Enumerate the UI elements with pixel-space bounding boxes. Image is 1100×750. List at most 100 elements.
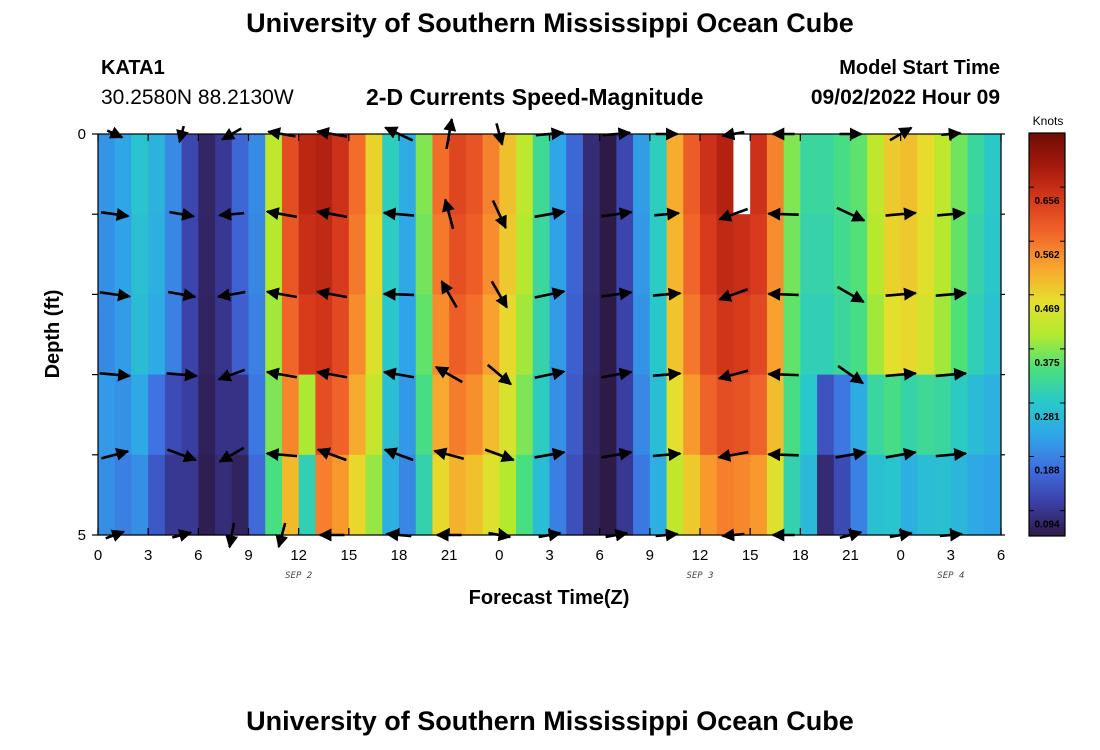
- heatmap-cell: [967, 374, 985, 456]
- heatmap-cell: [733, 294, 751, 376]
- heatmap-cell: [365, 134, 383, 215]
- heatmap-cell: [516, 374, 534, 456]
- current-arrow: [491, 199, 507, 230]
- colorbar-tick-label: 0.188: [1034, 466, 1059, 477]
- heatmap-cell: [716, 134, 735, 215]
- current-arrow: [718, 207, 749, 222]
- heatmap-cell: [850, 294, 868, 376]
- heatmap-cell: [231, 134, 250, 215]
- heatmap-cell: [98, 134, 116, 215]
- heatmap-cell: [148, 214, 166, 295]
- current-arrow: [654, 207, 681, 221]
- heatmap-cell: [633, 214, 651, 295]
- heatmap-cell: [465, 134, 484, 215]
- heatmap-cell: [833, 374, 852, 456]
- heatmap-cell: [883, 214, 902, 295]
- current-arrow: [767, 367, 799, 381]
- x-tick-label: 3: [947, 547, 955, 564]
- heatmap-cell: [482, 294, 500, 376]
- current-arrow: [534, 447, 566, 461]
- y-axis-label: Depth (ft): [42, 290, 64, 379]
- x-tick-label: 12: [692, 547, 709, 564]
- heatmap-cell: [148, 374, 166, 456]
- heatmap-cell: [599, 294, 617, 376]
- heatmap-cell: [399, 134, 417, 215]
- x-tick-label: 6: [595, 547, 603, 564]
- heatmap-cell: [716, 214, 735, 295]
- heatmap-cell: [281, 214, 300, 295]
- heatmap-cell: [582, 374, 601, 456]
- heatmap-cell: [934, 454, 952, 536]
- heatmap-cell: [867, 134, 885, 215]
- heatmap-cell: [633, 294, 651, 376]
- heatmap-cell: [649, 134, 668, 215]
- heatmap-cell: [666, 454, 684, 536]
- heatmap-cell: [114, 374, 133, 456]
- x-tick-label: 3: [545, 547, 553, 564]
- heatmap-cell: [750, 294, 768, 376]
- heatmap-cell: [800, 134, 818, 215]
- heatmap-cell: [265, 294, 283, 376]
- heatmap-cell: [298, 294, 316, 376]
- heatmap-cell: [148, 134, 166, 215]
- heatmap-cell: [315, 374, 333, 456]
- heatmap-cell: [967, 214, 985, 295]
- model-start-label: Model Start Time: [839, 57, 1000, 79]
- heatmap-cell: [750, 134, 768, 215]
- current-arrow: [315, 367, 348, 381]
- heatmap-cell: [465, 214, 484, 295]
- current-arrow: [836, 285, 865, 304]
- current-arrow: [534, 207, 566, 221]
- current-arrow: [100, 208, 130, 221]
- heatmap-cell: [783, 294, 801, 376]
- heatmap-cell: [833, 454, 852, 536]
- heatmap-cell: [566, 294, 584, 376]
- heatmap-cell: [566, 454, 584, 536]
- heatmap-cell: [917, 134, 935, 215]
- current-arrow: [265, 287, 298, 301]
- heatmap-cell: [98, 214, 116, 295]
- heatmap-cell: [934, 134, 952, 215]
- heatmap-cell: [917, 214, 935, 295]
- current-arrow: [836, 206, 866, 222]
- heatmap-cell: [532, 454, 551, 536]
- heatmap-cell: [800, 374, 818, 456]
- heatmap-cell: [783, 454, 801, 536]
- heatmap-cell: [817, 454, 835, 536]
- current-arrow: [433, 447, 465, 461]
- heatmap-cell: [532, 294, 551, 376]
- heatmap-cell: [800, 294, 818, 376]
- heatmap-cell: [532, 134, 551, 215]
- heatmap-cell: [198, 294, 216, 376]
- heatmap-cells: [98, 134, 1002, 536]
- heatmap-cell: [867, 374, 885, 456]
- heatmap-cell: [716, 374, 735, 456]
- current-arrow: [218, 207, 245, 221]
- heatmap-cell: [315, 134, 333, 215]
- heatmap-cell: [950, 214, 969, 295]
- heatmap-cell: [900, 214, 918, 295]
- heatmap-cell: [399, 214, 417, 295]
- heatmap-cell: [716, 454, 735, 536]
- heatmap-cell: [783, 134, 801, 215]
- x-tick-label: 0: [896, 547, 904, 564]
- current-arrow: [316, 447, 347, 462]
- current-arrow: [885, 367, 918, 381]
- heatmap-cell: [549, 294, 567, 376]
- heatmap-cell: [415, 454, 434, 536]
- heatmap-cell: [900, 454, 918, 536]
- heatmap-cell: [582, 214, 601, 295]
- heatmap-cell: [800, 454, 818, 536]
- axes: 0 3 6 9 12 15 18 21 0 3 6 9 12 15 18 21 0 3 6 SEP 2 SEP 3 SEP…: [78, 126, 1006, 581]
- heatmap-cell: [967, 134, 985, 215]
- heatmap-cell: [516, 214, 534, 295]
- heatmap-cell: [281, 374, 300, 456]
- heatmap-cell: [465, 294, 484, 376]
- heatmap-cell: [215, 374, 233, 456]
- heatmap-cell: [449, 214, 467, 295]
- heatmap-cell: [98, 374, 116, 456]
- heatmap-cell: [883, 454, 902, 536]
- current-arrow: [315, 287, 348, 301]
- heatmap-cell: [332, 374, 350, 456]
- heatmap-cell: [934, 294, 952, 376]
